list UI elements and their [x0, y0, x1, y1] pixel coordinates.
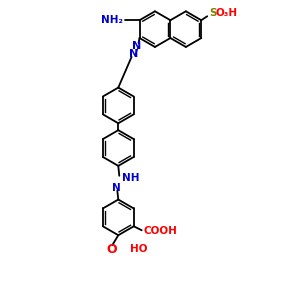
- Text: O: O: [106, 243, 117, 256]
- Text: N: N: [132, 41, 141, 51]
- Text: NH: NH: [122, 173, 140, 183]
- Text: N: N: [129, 49, 138, 59]
- Text: NH₂: NH₂: [101, 15, 123, 25]
- Text: S: S: [209, 8, 217, 18]
- Text: HO: HO: [130, 244, 148, 254]
- Text: N: N: [112, 183, 121, 193]
- Text: COOH: COOH: [144, 226, 178, 236]
- Text: O₃H: O₃H: [215, 8, 237, 18]
